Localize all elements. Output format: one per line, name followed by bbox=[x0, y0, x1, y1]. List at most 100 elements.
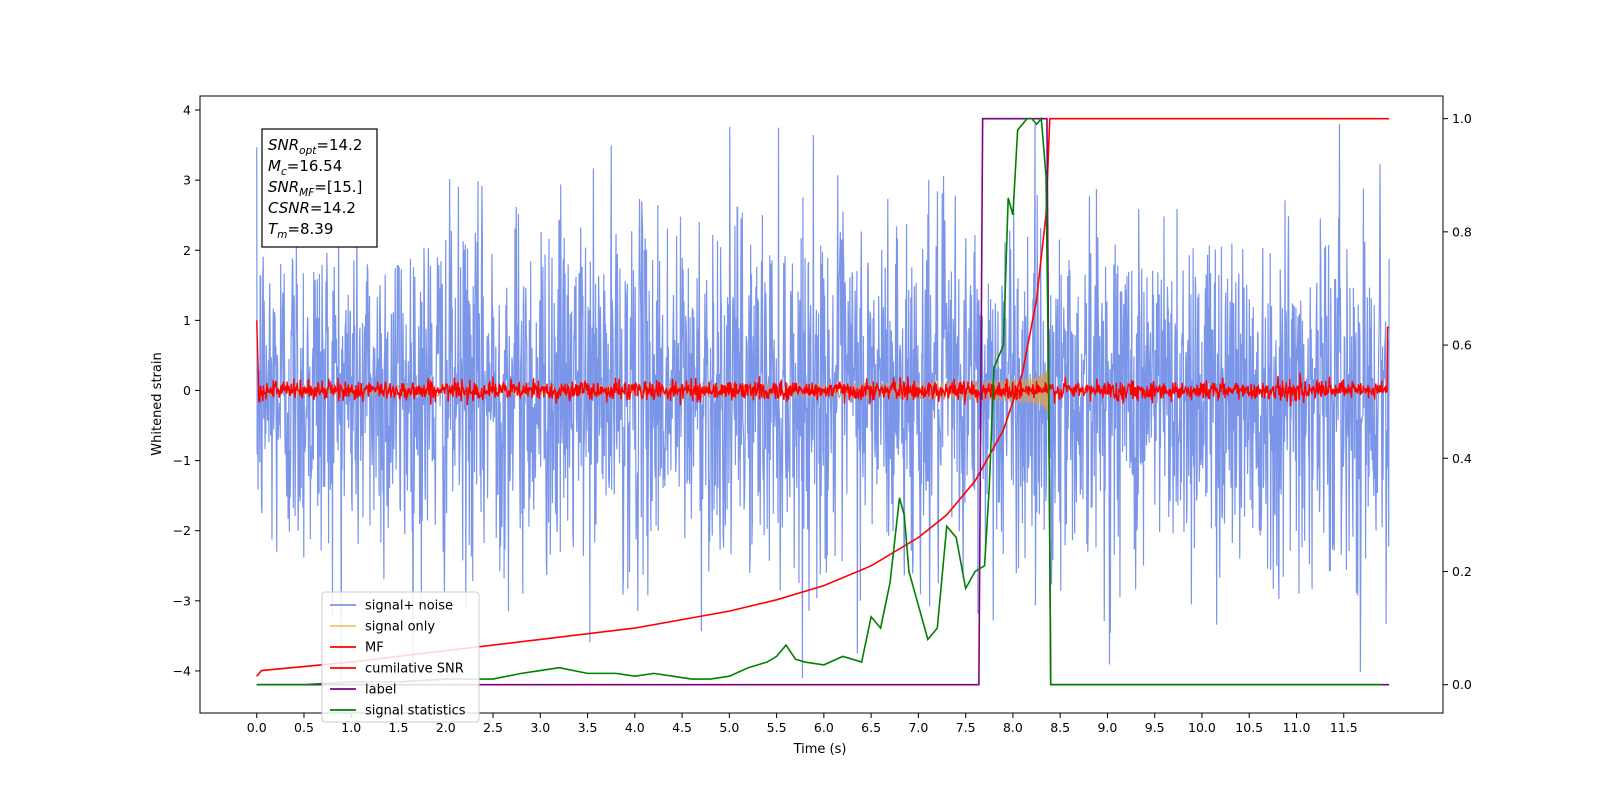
x-tick: 3.0 bbox=[530, 713, 550, 735]
y-tick: 1 bbox=[183, 313, 200, 328]
x-tick-label: 2.5 bbox=[483, 720, 503, 735]
y-tick: −1 bbox=[173, 453, 200, 468]
x-tick-label: 4.0 bbox=[625, 720, 645, 735]
x-tick-label: 8.0 bbox=[1003, 720, 1023, 735]
x-tick-label: 4.5 bbox=[672, 720, 692, 735]
y-tick: −2 bbox=[173, 523, 200, 538]
x-tick: 10.0 bbox=[1188, 713, 1216, 735]
legend: signal+ noise signal only MF cumilative SNR… bbox=[321, 591, 480, 723]
y-tick-label: −4 bbox=[173, 663, 191, 678]
y-tick: −4 bbox=[173, 663, 200, 678]
x-tick: 11.5 bbox=[1330, 713, 1358, 735]
y-tick-label: −1 bbox=[173, 453, 191, 468]
legend-entry: signal statistics bbox=[330, 704, 466, 719]
y-right-tick: 0.4 bbox=[1443, 451, 1472, 466]
y-axis-left: −4 −3 −2 −1 0 1 2 3 4 bbox=[173, 103, 200, 678]
x-tick-label: 10.5 bbox=[1235, 720, 1263, 735]
y-tick: −3 bbox=[173, 593, 200, 608]
annotation-line: CSNR=14.2 bbox=[268, 199, 356, 217]
annotation-line: SNRMF=[15.] bbox=[268, 178, 362, 199]
legend-label: signal statistics bbox=[365, 704, 466, 719]
x-tick-label: 3.0 bbox=[530, 720, 550, 735]
x-tick-label: 2.0 bbox=[436, 720, 456, 735]
y-tick: 0 bbox=[183, 383, 200, 398]
x-tick-label: 1.0 bbox=[341, 720, 361, 735]
plot-frame bbox=[199, 95, 1444, 714]
y-tick: 4 bbox=[183, 103, 200, 118]
legend-entry: cumilative SNR bbox=[330, 662, 464, 677]
x-axis: 0.0 0.5 1.0 1.5 2.0 2.5 3.0 3.5 4.0 4.5 5.0 5.5 6.0 6… bbox=[247, 713, 1358, 735]
x-tick: 7.5 bbox=[956, 713, 976, 735]
legend-label: signal+ noise bbox=[365, 599, 453, 614]
legend-entry: MF bbox=[330, 641, 384, 656]
y-tick: 2 bbox=[183, 243, 200, 258]
x-tick: 11.0 bbox=[1283, 713, 1311, 735]
x-tick: 8.5 bbox=[1050, 713, 1070, 735]
y-tick: 3 bbox=[183, 173, 200, 188]
y-axis-label: Whitened strain bbox=[150, 352, 165, 455]
y-axis-right: 0.0 0.2 0.4 0.6 0.8 1.0 bbox=[1443, 111, 1472, 692]
x-tick: 10.5 bbox=[1235, 713, 1263, 735]
x-tick-label: 11.5 bbox=[1330, 720, 1358, 735]
y-right-tick-label: 1.0 bbox=[1452, 111, 1472, 126]
legend-entry: signal+ noise bbox=[330, 599, 453, 614]
x-tick: 9.5 bbox=[1145, 713, 1165, 735]
legend-label: signal only bbox=[365, 620, 435, 635]
x-tick: 8.0 bbox=[1003, 713, 1023, 735]
y-tick-label: 4 bbox=[183, 103, 191, 118]
y-right-tick: 0.0 bbox=[1443, 677, 1472, 692]
y-tick-label: −3 bbox=[173, 593, 191, 608]
annotation-line: Tm=8.39 bbox=[268, 220, 333, 241]
x-tick-label: 5.0 bbox=[719, 720, 739, 735]
y-right-tick-label: 0.2 bbox=[1452, 564, 1472, 579]
x-axis-label: Time (s) bbox=[793, 742, 847, 757]
annotation-line: Mc=16.54 bbox=[268, 157, 342, 178]
y-right-tick-label: 0.8 bbox=[1452, 224, 1472, 239]
x-tick: 5.5 bbox=[767, 713, 787, 735]
x-tick: 9.0 bbox=[1097, 713, 1117, 735]
x-tick-label: 7.5 bbox=[956, 720, 976, 735]
series-signal-only bbox=[260, 368, 1051, 416]
y-right-tick: 0.6 bbox=[1443, 338, 1472, 353]
legend-label: label bbox=[365, 683, 396, 698]
x-tick-label: 10.0 bbox=[1188, 720, 1216, 735]
x-tick-label: 9.5 bbox=[1145, 720, 1165, 735]
legend-label: MF bbox=[365, 641, 384, 656]
y-tick-label: 3 bbox=[183, 173, 191, 188]
x-tick: 5.0 bbox=[719, 713, 739, 735]
y-right-tick: 1.0 bbox=[1443, 111, 1472, 126]
legend-entry: label bbox=[330, 683, 396, 698]
x-tick-label: 11.0 bbox=[1283, 720, 1311, 735]
y-right-tick: 0.2 bbox=[1443, 564, 1472, 579]
x-tick-label: 3.5 bbox=[578, 720, 598, 735]
series-mf bbox=[256, 320, 1390, 407]
series-signal-statistics bbox=[256, 116, 1382, 686]
x-tick-label: 8.5 bbox=[1050, 720, 1070, 735]
annotation-line: SNRopt=14.2 bbox=[268, 136, 362, 157]
y-right-tick-label: 0.6 bbox=[1452, 338, 1472, 353]
y-right-tick: 0.8 bbox=[1443, 224, 1472, 239]
x-tick: 0.5 bbox=[294, 713, 314, 735]
x-tick-label: 0.5 bbox=[294, 720, 314, 735]
x-tick: 7.0 bbox=[908, 713, 928, 735]
y-tick-label: 2 bbox=[183, 243, 191, 258]
y-right-tick-label: 0.4 bbox=[1452, 451, 1472, 466]
y-tick-label: −2 bbox=[173, 523, 191, 538]
x-tick: 4.0 bbox=[625, 713, 645, 735]
x-tick-label: 5.5 bbox=[767, 720, 787, 735]
x-tick: 3.5 bbox=[578, 713, 598, 735]
y-right-tick-label: 0.0 bbox=[1452, 677, 1472, 692]
x-tick-label: 6.0 bbox=[814, 720, 834, 735]
x-tick: 2.5 bbox=[483, 713, 503, 735]
x-tick-label: 1.5 bbox=[389, 720, 409, 735]
y-tick-label: 1 bbox=[183, 313, 191, 328]
x-tick-label: 9.0 bbox=[1097, 720, 1117, 735]
x-tick-label: 6.5 bbox=[861, 720, 881, 735]
x-tick: 0.0 bbox=[247, 713, 267, 735]
series-signal-noise bbox=[256, 124, 1390, 678]
y-tick-label: 0 bbox=[183, 383, 191, 398]
legend-label: cumilative SNR bbox=[365, 662, 464, 677]
x-tick: 6.5 bbox=[861, 713, 881, 735]
